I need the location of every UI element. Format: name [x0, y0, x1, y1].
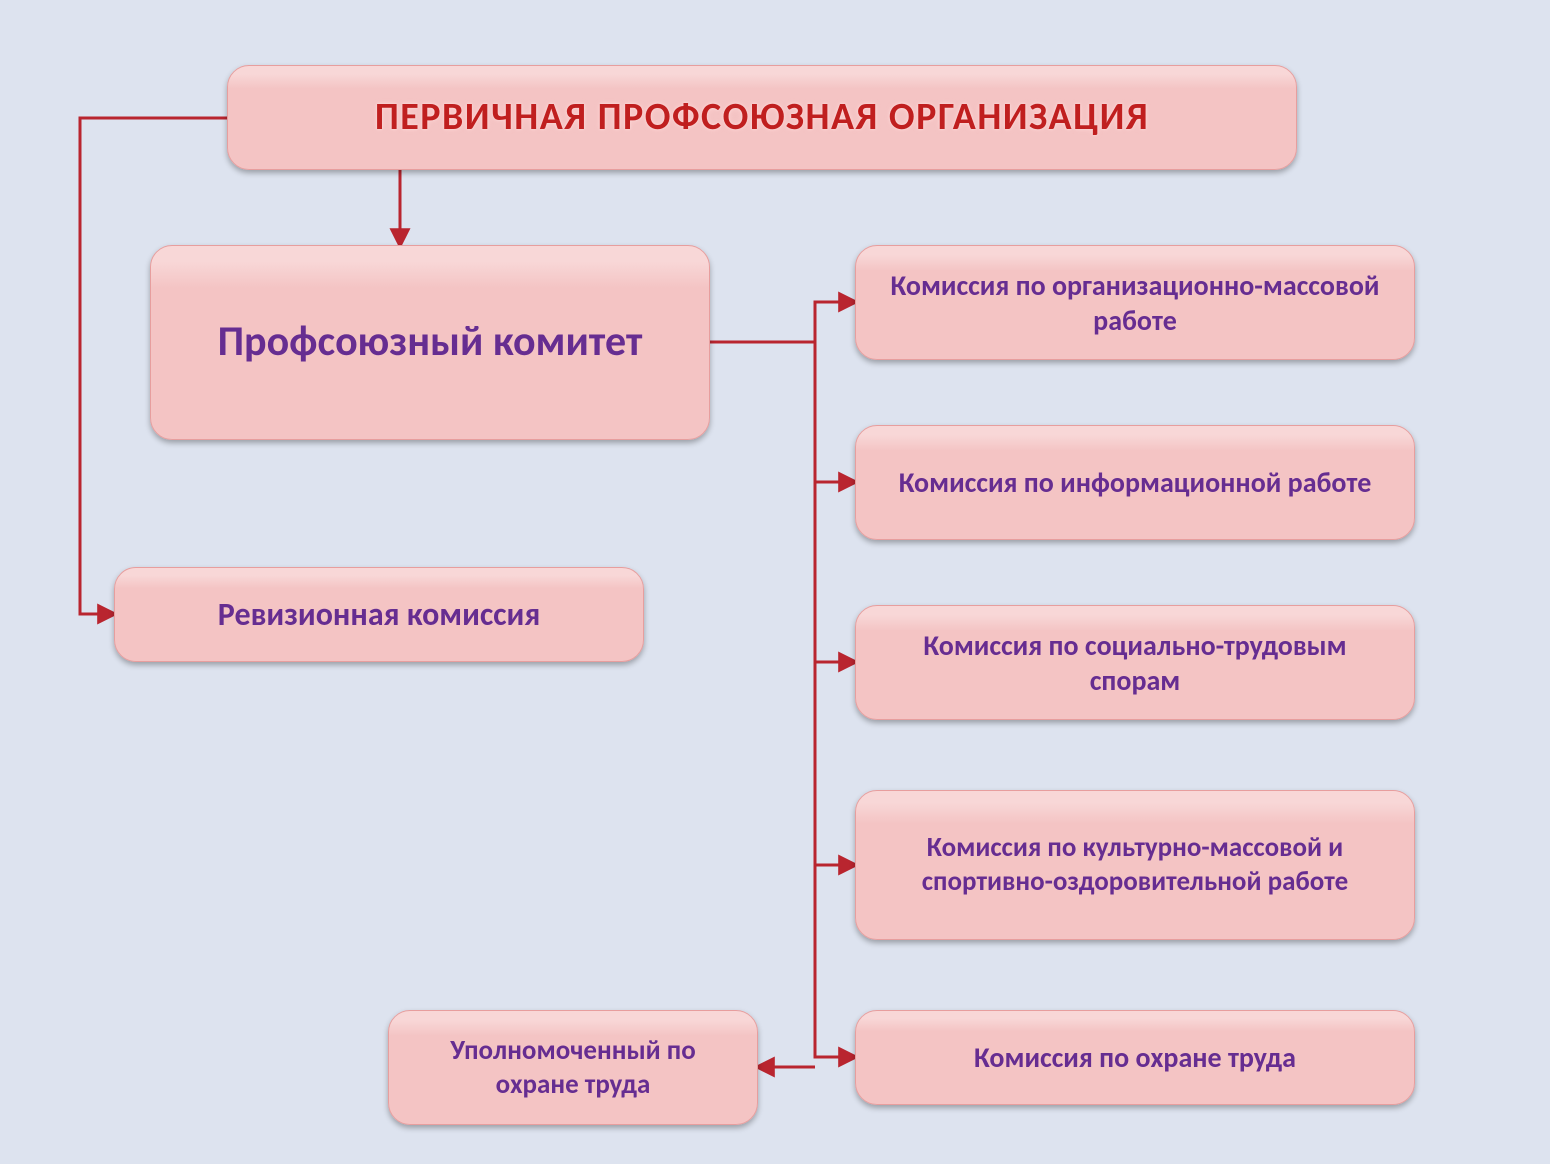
node-c2: Комиссия по информационной работе	[855, 425, 1415, 540]
node-committee-label: Профсоюзный комитет	[218, 316, 643, 369]
node-c4: Комиссия по культурно-массовой и спортив…	[855, 790, 1415, 940]
node-revision-label: Ревизионная комиссия	[218, 595, 541, 635]
node-c5-label: Комиссия по охране труда	[974, 1040, 1296, 1075]
node-c3-label: Комиссия по социально-трудовым спорам	[876, 628, 1394, 698]
node-c4-label: Комиссия по культурно-массовой и спортив…	[876, 831, 1394, 899]
org-chart-canvas: ПЕРВИЧНАЯ ПРОФСОЮЗНАЯ ОРГАНИЗАЦИЯ Профсо…	[0, 0, 1550, 1164]
node-c1: Комиссия по организационно-массовой рабо…	[855, 245, 1415, 360]
node-authorized: Уполномоченный по охране труда	[388, 1010, 758, 1125]
node-c5: Комиссия по охране труда	[855, 1010, 1415, 1105]
node-c2-label: Комиссия по информационной работе	[899, 465, 1372, 500]
node-authorized-label: Уполномоченный по охране труда	[409, 1034, 737, 1102]
node-root: ПЕРВИЧНАЯ ПРОФСОЮЗНАЯ ОРГАНИЗАЦИЯ	[227, 65, 1297, 170]
node-root-label: ПЕРВИЧНАЯ ПРОФСОЮЗНАЯ ОРГАНИЗАЦИЯ	[375, 94, 1149, 142]
node-revision: Ревизионная комиссия	[114, 567, 644, 662]
node-c1-label: Комиссия по организационно-массовой рабо…	[876, 268, 1394, 338]
node-c3: Комиссия по социально-трудовым спорам	[855, 605, 1415, 720]
node-committee: Профсоюзный комитет	[150, 245, 710, 440]
